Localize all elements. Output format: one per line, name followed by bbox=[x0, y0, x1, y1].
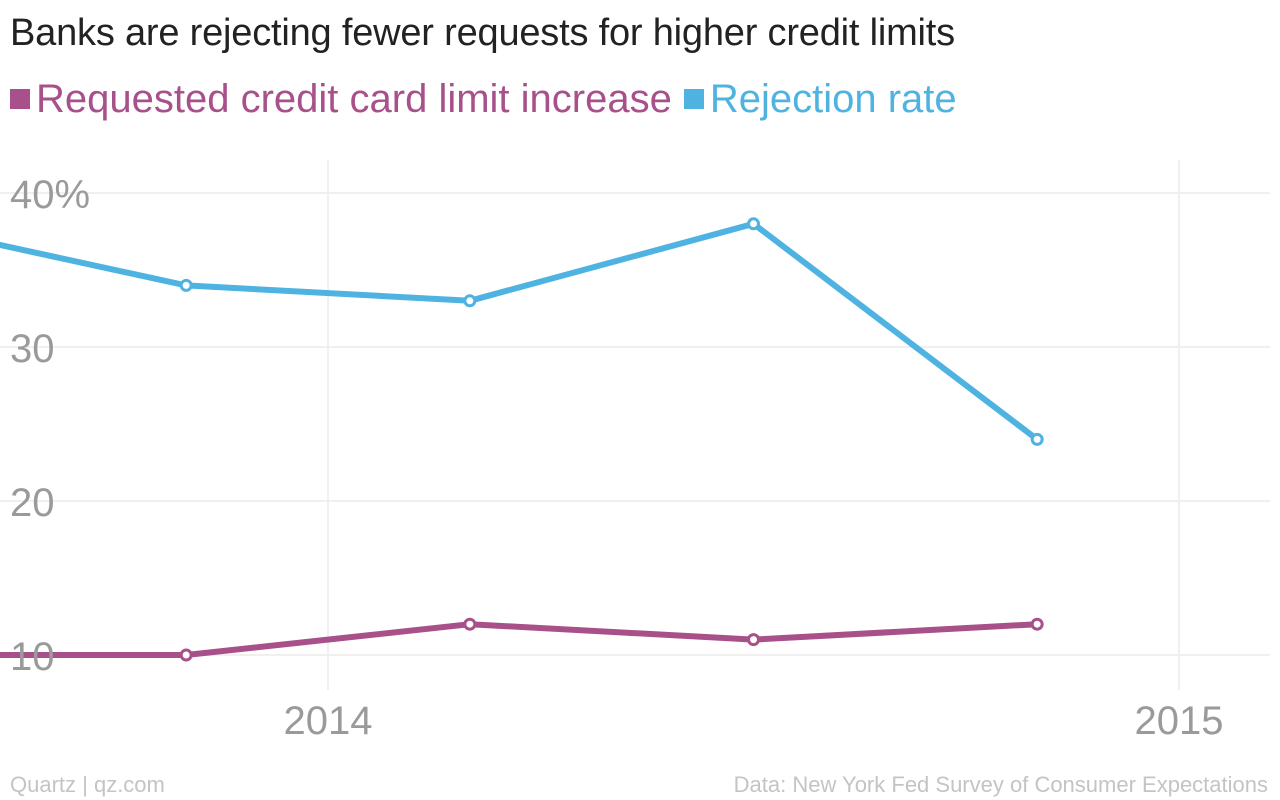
legend-label-rejection: Rejection rate bbox=[709, 76, 957, 121]
data-point-rejection-4 bbox=[1030, 432, 1044, 446]
series-line-rejection bbox=[0, 220, 1041, 443]
legend-item-rejection: Rejection rate bbox=[683, 76, 957, 122]
legend-label-requested: Requested credit card limit increase bbox=[36, 76, 672, 121]
data-point-rejection-1 bbox=[179, 278, 193, 292]
data-point-requested-1 bbox=[179, 648, 193, 662]
grid-layer bbox=[0, 160, 1270, 690]
legend-swatch-requested bbox=[10, 89, 30, 109]
tick-layer: 10 20 30 40% 2014 2015 bbox=[10, 173, 1223, 743]
y-tick-label-20: 20 bbox=[10, 481, 55, 525]
legend-item-requested: Requested credit card limit increase bbox=[10, 77, 672, 122]
footer-source: Data: New York Fed Survey of Consumer Ex… bbox=[733, 772, 1268, 797]
footer-credit: Quartz | qz.com bbox=[10, 772, 165, 797]
data-point-rejection-3 bbox=[747, 217, 760, 231]
x-tick-label-2015: 2015 bbox=[1135, 699, 1224, 743]
y-tick-label-30: 30 bbox=[10, 327, 55, 371]
data-point-requested-4 bbox=[1030, 617, 1044, 631]
chart-legend: Requested credit card limit increase Rej… bbox=[10, 76, 969, 122]
y-tick-label-40: 40% bbox=[10, 173, 90, 217]
x-tick-label-2014: 2014 bbox=[284, 699, 373, 743]
data-point-requested-3 bbox=[747, 633, 760, 647]
data-point-rejection-2 bbox=[463, 294, 477, 308]
legend-swatch-rejection bbox=[683, 89, 704, 109]
series-line-requested bbox=[0, 621, 1041, 658]
series-layer bbox=[0, 217, 1044, 662]
y-tick-label-10: 10 bbox=[10, 635, 55, 679]
chart-title: Banks are rejecting fewer requests for h… bbox=[10, 12, 955, 54]
data-point-requested-2 bbox=[463, 617, 477, 631]
